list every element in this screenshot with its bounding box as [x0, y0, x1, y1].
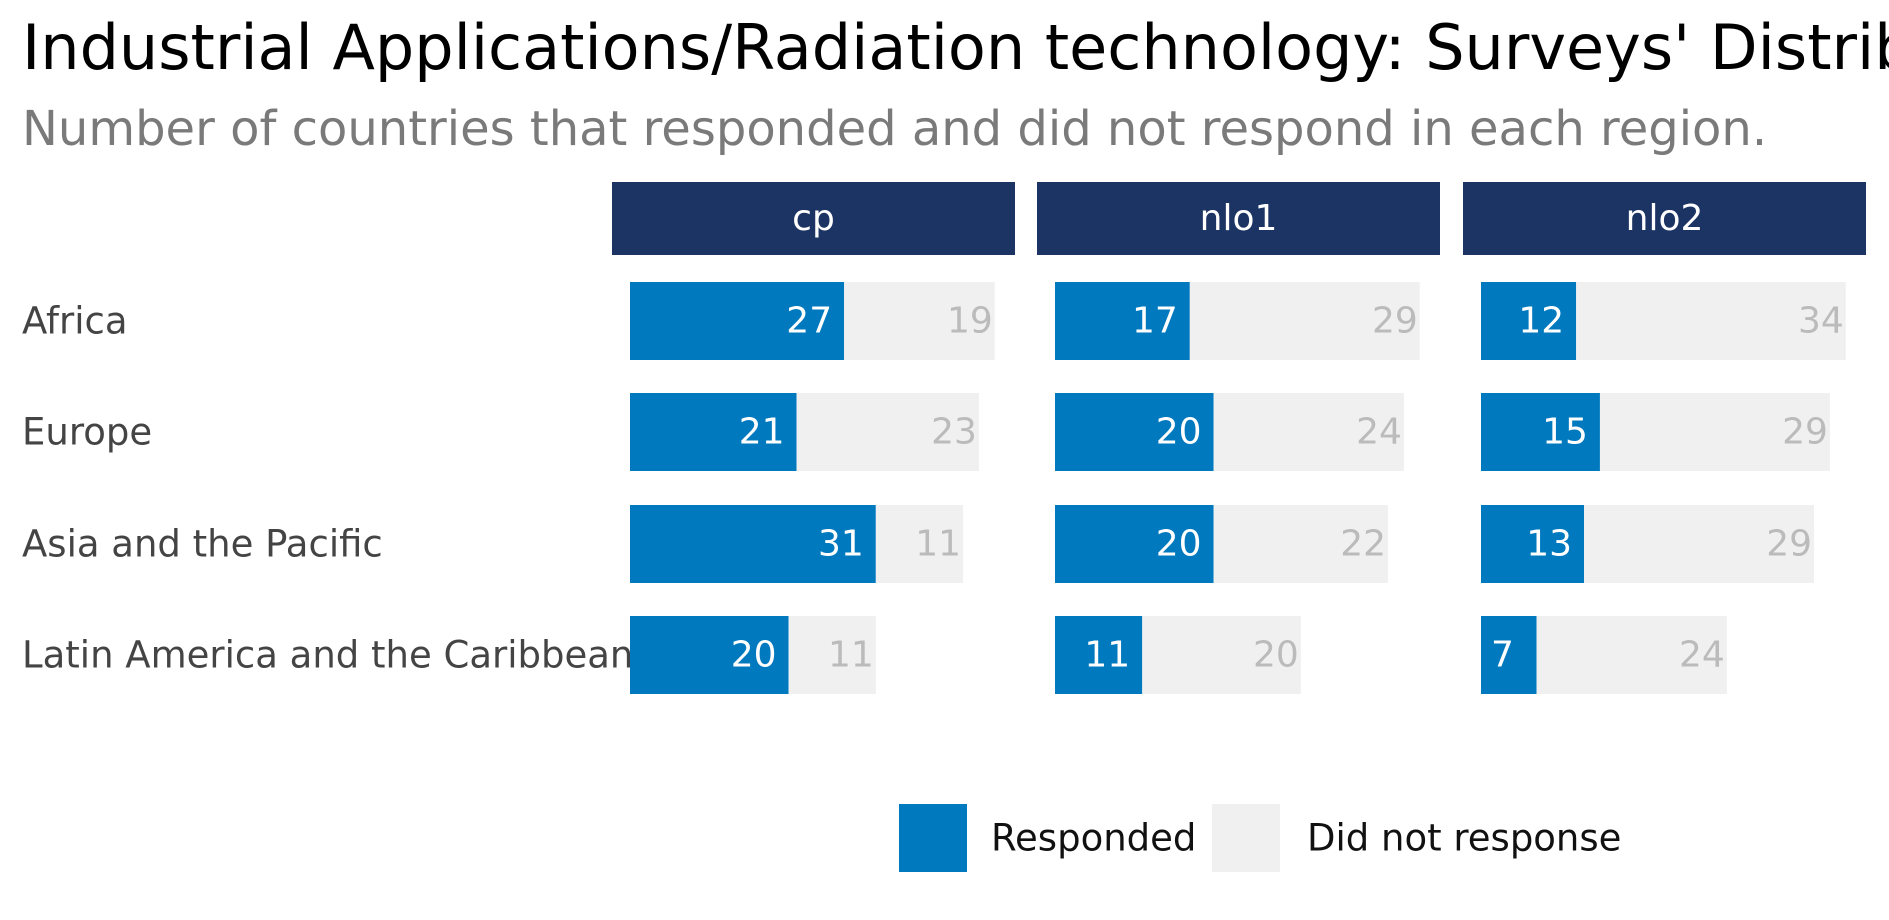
value-label-did-not-respond: 22 [1340, 524, 1386, 565]
bar-did-not-respond [1213, 393, 1404, 471]
bar-responded [630, 505, 876, 583]
value-label-responded: 15 [1542, 412, 1588, 453]
bar-responded [630, 616, 789, 694]
panel-header [1037, 182, 1440, 255]
value-label-did-not-respond: 29 [1372, 301, 1418, 342]
bar-did-not-respond [844, 282, 995, 360]
bar-did-not-respond [1213, 505, 1389, 583]
value-label-did-not-respond: 11 [828, 635, 874, 676]
value-label-responded: 20 [731, 635, 777, 676]
bar-did-not-respond [875, 505, 964, 583]
region-label: Europe [22, 411, 152, 454]
bar-did-not-respond [796, 393, 979, 471]
value-label-did-not-respond: 29 [1766, 524, 1812, 565]
bar-responded [1481, 505, 1585, 583]
bar-did-not-respond [1584, 505, 1815, 583]
bar-responded [1055, 282, 1190, 360]
bar-did-not-respond [1142, 616, 1301, 694]
value-label-responded: 13 [1526, 524, 1572, 565]
region-label: Africa [22, 300, 128, 343]
chart-subtitle: Number of countries that responded and d… [22, 101, 1768, 157]
panel-label: cp [792, 198, 835, 239]
value-label-did-not-respond: 24 [1679, 635, 1725, 676]
bar-did-not-respond [1189, 282, 1420, 360]
panel-label: nlo2 [1626, 198, 1704, 239]
bar-did-not-respond [1599, 393, 1830, 471]
value-label-did-not-respond: 19 [947, 301, 993, 342]
value-label-responded: 27 [786, 301, 832, 342]
bar-responded [1055, 616, 1143, 694]
bar-responded [630, 282, 845, 360]
bar-responded [1481, 282, 1577, 360]
panel-header [1463, 182, 1866, 255]
bar-responded [1481, 616, 1537, 694]
chart-title: Industrial Applications/Radiation techno… [22, 11, 1889, 84]
bar-responded [1481, 393, 1600, 471]
bar-responded [1055, 505, 1214, 583]
value-label-responded: 11 [1084, 635, 1130, 676]
bar-responded [630, 393, 797, 471]
legend-label: Responded [991, 817, 1196, 860]
value-label-responded: 21 [739, 412, 785, 453]
value-label-responded: 31 [818, 524, 864, 565]
value-label-responded: 7 [1491, 635, 1514, 676]
value-label-responded: 12 [1518, 301, 1564, 342]
bar-did-not-respond [1576, 282, 1846, 360]
value-label-did-not-respond: 24 [1356, 412, 1402, 453]
legend-label: Did not response [1307, 817, 1621, 860]
value-label-did-not-respond: 20 [1253, 635, 1299, 676]
bar-responded [1055, 393, 1214, 471]
value-label-responded: 20 [1156, 412, 1202, 453]
panel-label: nlo1 [1200, 198, 1278, 239]
panel-header [612, 182, 1015, 255]
region-label: Latin America and the Caribbean [22, 634, 633, 677]
bar-did-not-respond [1536, 616, 1727, 694]
legend-swatch-responded [899, 804, 967, 872]
value-label-did-not-respond: 11 [915, 524, 961, 565]
value-label-responded: 20 [1156, 524, 1202, 565]
value-label-did-not-respond: 29 [1782, 412, 1828, 453]
value-label-did-not-respond: 34 [1798, 301, 1844, 342]
bar-did-not-respond [788, 616, 876, 694]
value-label-responded: 17 [1132, 301, 1178, 342]
value-label-did-not-respond: 23 [931, 412, 977, 453]
legend-swatch-did-not-respond [1212, 804, 1280, 872]
region-label: Asia and the Pacific [22, 523, 383, 566]
